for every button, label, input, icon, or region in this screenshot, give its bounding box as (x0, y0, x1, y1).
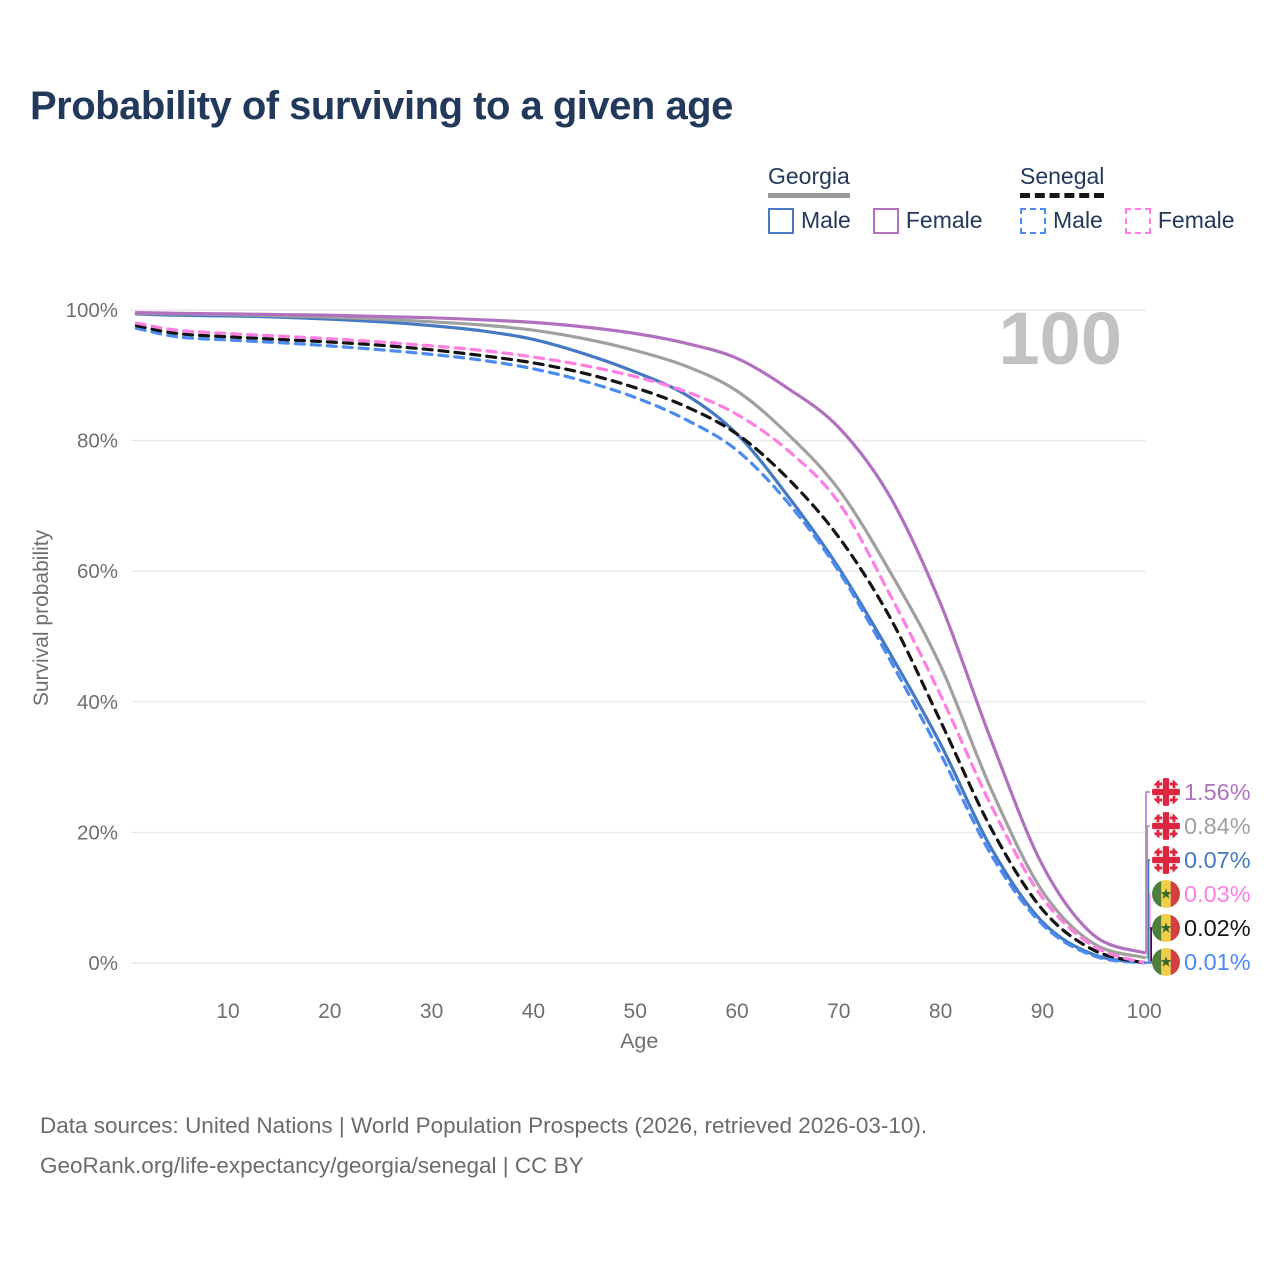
chart-line-senegal-female[interactable] (134, 321, 1146, 965)
y-tick-label: 60% (77, 560, 118, 583)
x-tick-label: 70 (827, 1000, 850, 1023)
chart-line-georgia-male[interactable] (134, 312, 1146, 965)
end-label-value: 0.07% (1184, 847, 1251, 873)
legend-item-georgia-female[interactable]: Female (872, 207, 983, 234)
legend-label-senegal-female: Female (1157, 207, 1235, 233)
end-label-value: 0.02% (1184, 915, 1251, 941)
georgia-male-swatch-icon (768, 207, 794, 234)
legend-label-georgia-female: Female (905, 207, 983, 233)
x-tick-label: 80 (929, 1000, 952, 1023)
end-label-value: 0.01% (1184, 949, 1251, 975)
y-tick-label: 80% (77, 430, 118, 453)
end-label-row-senegal-both[interactable]: 0.02% (1152, 914, 1251, 942)
end-label-value: 0.84% (1184, 813, 1251, 839)
end-label-row-senegal-female[interactable]: 0.03% (1152, 880, 1251, 908)
georgia-female-swatch-icon (872, 207, 899, 234)
legend-georgia-header[interactable]: Georgia (768, 163, 850, 198)
legend-senegal-header[interactable]: Senegal (1020, 163, 1105, 198)
y-axis-title: Survival probability (30, 529, 53, 706)
senegal-flag-icon (1152, 948, 1180, 976)
georgia-flag-icon (1152, 846, 1180, 874)
senegal-male-swatch-icon (1020, 207, 1046, 234)
y-tick-label: 40% (77, 691, 118, 714)
x-tick-label: 50 (624, 1000, 647, 1023)
y-tick-label: 0% (88, 952, 118, 975)
footer-attribution: GeoRank.org/life-expectancy/georgia/sene… (40, 1153, 584, 1178)
x-tick-label: 60 (725, 1000, 748, 1023)
senegal-flag-icon (1152, 914, 1180, 942)
legend-label-georgia-male: Male (801, 207, 851, 233)
chart-line-senegal-male[interactable] (134, 326, 1146, 965)
chart-line-georgia-both[interactable] (134, 311, 1146, 960)
senegal-female-swatch-icon (1124, 207, 1151, 234)
end-label-connector (1144, 791, 1150, 954)
legend-item-georgia-male[interactable]: Male (768, 207, 851, 234)
y-tick-label: 20% (77, 821, 118, 844)
chart-line-senegal-both[interactable] (134, 324, 1146, 965)
x-axis-title: Age (620, 1029, 658, 1053)
y-tick-label: 100% (66, 299, 118, 322)
end-label-row-georgia-male[interactable]: 0.07% (1152, 846, 1251, 874)
chart-line-georgia-female[interactable] (134, 311, 1146, 955)
x-tick-label: 30 (420, 1000, 443, 1023)
georgia-flag-icon (1152, 812, 1180, 840)
legend-group-georgia: Georgia Male Female (768, 163, 1005, 234)
page-title: Probability of surviving to a given age (30, 84, 733, 128)
end-label-value: 0.03% (1184, 881, 1251, 907)
footer-data-sources: Data sources: United Nations | World Pop… (40, 1113, 928, 1138)
legend-georgia-items: Male Female (768, 207, 1005, 234)
x-tick-label: 100 (1127, 1000, 1162, 1023)
legend-senegal-items: Male Female (1020, 207, 1257, 234)
end-label-connector (1144, 825, 1150, 959)
legend-label-senegal-male: Male (1053, 207, 1103, 233)
end-label-row-georgia-female[interactable]: 1.56% (1152, 778, 1251, 806)
legend-item-senegal-male[interactable]: Male (1020, 207, 1103, 234)
legend-item-senegal-female[interactable]: Female (1124, 207, 1235, 234)
end-label-row-georgia-both[interactable]: 0.84% (1152, 812, 1251, 840)
senegal-flag-icon (1152, 880, 1180, 908)
chart-legend: Georgia Male Female Senegal Male Female (0, 163, 1280, 243)
x-tick-label: 90 (1031, 1000, 1054, 1023)
x-tick-label: 10 (216, 1000, 239, 1023)
x-tick-label: 40 (522, 1000, 545, 1023)
end-label-value: 1.56% (1184, 779, 1251, 805)
x-tick-label: 20 (318, 1000, 341, 1023)
chart-footer: Data sources: United Nations | World Pop… (40, 1106, 927, 1186)
end-label-row-senegal-male[interactable]: 0.01% (1152, 948, 1251, 976)
legend-group-senegal: Senegal Male Female (1020, 163, 1257, 234)
georgia-flag-icon (1152, 778, 1180, 806)
age-watermark: 100 (999, 297, 1122, 380)
